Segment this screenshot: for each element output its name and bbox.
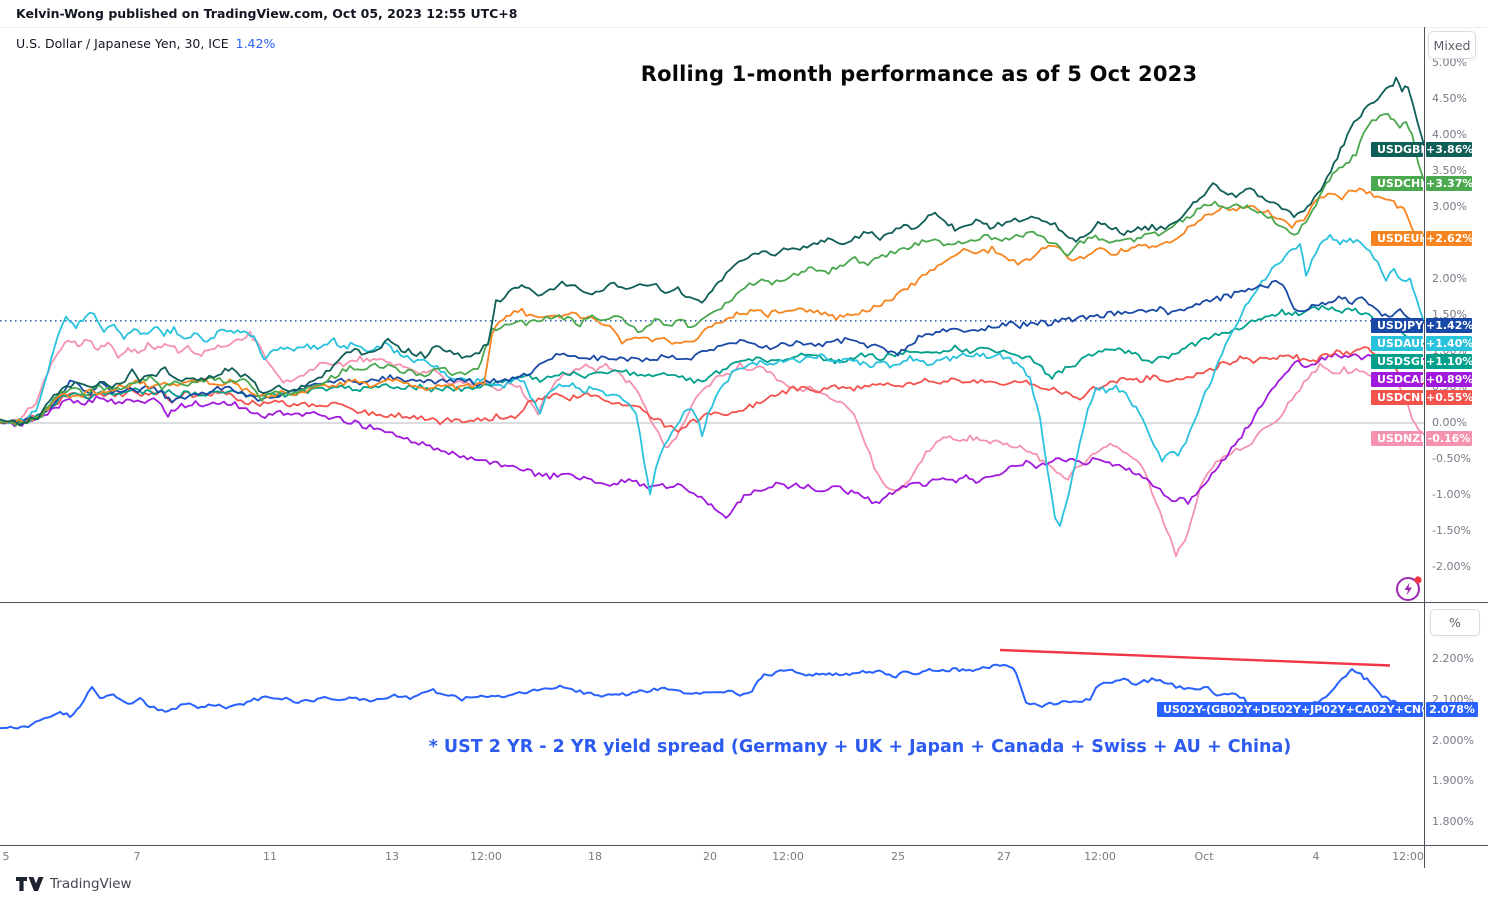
series-label-USDNZD: USDNZD: [1371, 431, 1423, 446]
y-axis-tick: -0.50%: [1432, 452, 1471, 465]
y-axis-tick: -1.50%: [1432, 524, 1471, 537]
y-axis-tick: 1.900%: [1432, 774, 1474, 788]
series-value-USDNZD: -0.16%: [1426, 431, 1472, 446]
series-value-USDGBP: +3.86%: [1426, 142, 1474, 157]
symbol-legend[interactable]: U.S. Dollar / Japanese Yen, 30, ICE 1.42%: [16, 36, 275, 51]
y-axis-tick: 2.200%: [1432, 652, 1474, 665]
line-USDCHF: [0, 113, 1424, 427]
line-spread: [0, 663, 1424, 730]
x-axis-tick[interactable]: 27: [997, 850, 1011, 863]
time-axis-line[interactable]: [0, 845, 1488, 846]
line-USDCNH: [0, 346, 1424, 433]
x-axis-tick[interactable]: 25: [891, 850, 905, 863]
y-axis-tick: 3.50%: [1432, 164, 1467, 177]
y-axis-tick: 5.00%: [1432, 56, 1467, 69]
line-USDAUD: [0, 233, 1424, 527]
flash-ideas-icon[interactable]: [1394, 574, 1424, 604]
y-axis-tick: 3.00%: [1432, 200, 1467, 213]
x-axis-tick[interactable]: 18: [588, 850, 602, 863]
x-axis-tick[interactable]: 13: [385, 850, 399, 863]
tradingview-logo-icon: [16, 877, 44, 891]
yield-spread-annotation: * UST 2 YR - 2 YR yield spread (Germany …: [428, 737, 1292, 757]
series-value-USDCNH: +0.55%: [1426, 390, 1474, 405]
series-label-USDJPY: USDJPY: [1371, 318, 1423, 333]
series-value-USDSGD: +1.10%: [1426, 354, 1474, 369]
price-axis-line[interactable]: [1424, 27, 1425, 868]
pane-separator[interactable]: [0, 602, 1488, 603]
series-value-USDCAD: +0.89%: [1426, 372, 1474, 387]
tradingview-logo-text: TradingView: [50, 876, 132, 892]
y-axis-tick: 4.50%: [1432, 92, 1467, 105]
series-value-USDAUD: +1.40%: [1426, 336, 1474, 351]
series-label-spread: US02Y-(GB02Y+DE02Y+JP02Y+CA02Y+CN02Y+...: [1157, 702, 1423, 717]
symbol-title: U.S. Dollar / Japanese Yen, 30, ICE: [16, 36, 229, 51]
x-axis-tick[interactable]: 20: [703, 850, 717, 863]
x-axis-tick[interactable]: 12:00: [1084, 850, 1116, 863]
series-label-USDAUD: USDAUD: [1371, 336, 1423, 351]
series-label-USDEUR: USDEUR: [1371, 231, 1423, 246]
line-USDJPY: [0, 279, 1424, 426]
widget-border: [0, 27, 1488, 28]
y-axis-tick: 1.800%: [1432, 815, 1474, 828]
x-axis-tick[interactable]: 11: [263, 850, 277, 863]
y-axis-tick: -2.00%: [1432, 560, 1471, 573]
chart-title-annotation: Rolling 1-month performance as of 5 Oct …: [640, 62, 1198, 86]
series-label-USDSGD: USDSGD: [1371, 354, 1423, 369]
x-axis-tick[interactable]: 12:00: [772, 850, 804, 863]
series-label-USDCNH: USDCNH: [1371, 390, 1423, 405]
x-axis-tick[interactable]: 5: [2, 850, 10, 863]
series-label-USDCHF: USDCHF: [1371, 176, 1423, 191]
y-axis-tick: 4.00%: [1432, 128, 1467, 141]
tradingview-logo[interactable]: TradingView: [16, 874, 132, 894]
series-value-USDJPY: +1.42%: [1426, 318, 1474, 333]
series-label-USDCAD: USDCAD: [1371, 372, 1423, 387]
x-axis-tick[interactable]: 4: [1312, 850, 1320, 863]
y-axis-tick: 1.50%: [1432, 308, 1467, 321]
series-value-USDEUR: +2.62%: [1426, 231, 1474, 246]
top-pane-scale-mode-button[interactable]: Mixed: [1428, 31, 1476, 59]
line-USDNZD: [0, 330, 1424, 558]
publish-attribution: Kelvin-Wong published on TradingView.com…: [16, 6, 518, 21]
y-axis-tick: -1.00%: [1432, 488, 1471, 501]
x-axis-tick[interactable]: 12:00: [470, 850, 502, 863]
series-label-USDGBP: USDGBP: [1371, 142, 1423, 157]
series-value-spread: 2.078%: [1426, 702, 1478, 717]
x-axis-tick[interactable]: Oct: [1194, 850, 1214, 863]
line-USDEUR: [0, 187, 1424, 426]
x-axis-tick[interactable]: 7: [133, 850, 141, 863]
y-axis-tick: 2.00%: [1432, 272, 1467, 285]
y-axis-tick: 0.00%: [1432, 416, 1467, 429]
symbol-change-value: 1.42%: [235, 36, 276, 51]
trendline: [999, 648, 1391, 667]
line-USDCAD: [0, 352, 1424, 519]
bottom-pane-scale-mode-button[interactable]: %: [1430, 609, 1480, 636]
series-value-USDCHF: +3.37%: [1426, 176, 1474, 191]
y-axis-tick: 2.000%: [1432, 733, 1474, 747]
line-USDGBP: [0, 76, 1424, 427]
x-axis-tick[interactable]: 12:00: [1392, 850, 1424, 863]
